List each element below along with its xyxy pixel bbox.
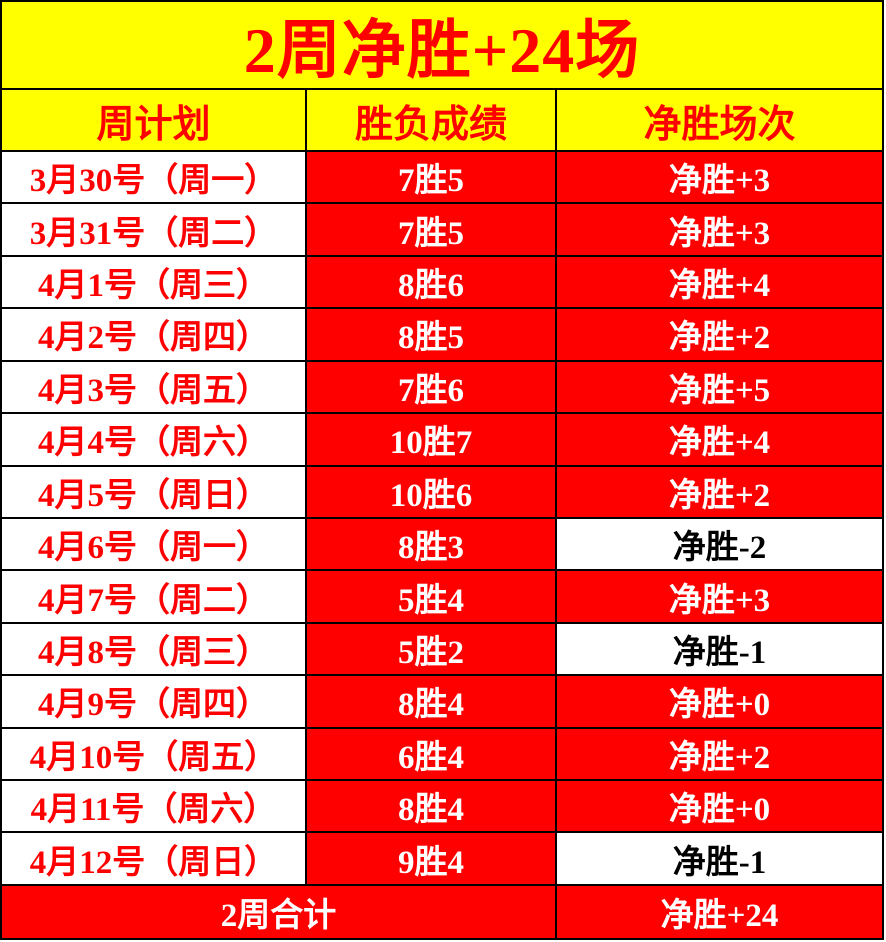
net-cell: 净胜+5 bbox=[557, 361, 882, 413]
column-header-score: 胜负成绩 bbox=[307, 90, 555, 150]
score-cell: 8胜3 bbox=[307, 518, 555, 570]
date-cell: 4月11号（周六） bbox=[2, 781, 305, 832]
net-cell: 净胜+2 bbox=[557, 466, 882, 517]
score-cell: 8胜5 bbox=[307, 309, 555, 360]
score-cell: 7胜5 bbox=[307, 204, 555, 255]
table-row: 3月30号（周一） 7胜5 净胜+3 bbox=[2, 152, 882, 203]
header-row: 周计划 胜负成绩 净胜场次 bbox=[2, 90, 882, 150]
score-cell: 8胜4 bbox=[307, 781, 555, 832]
score-cell: 10胜7 bbox=[307, 414, 555, 465]
column-header-plan: 周计划 bbox=[2, 90, 305, 150]
net-cell: 净胜-1 bbox=[557, 833, 882, 884]
column-header-net: 净胜场次 bbox=[557, 90, 882, 150]
net-cell: 净胜+0 bbox=[557, 781, 882, 832]
score-cell: 8胜4 bbox=[307, 676, 555, 727]
score-cell: 10胜6 bbox=[307, 466, 555, 517]
net-cell: 净胜-1 bbox=[557, 623, 882, 675]
date-cell: 4月6号（周一） bbox=[2, 518, 305, 570]
date-cell: 4月9号（周四） bbox=[2, 676, 305, 727]
date-cell: 4月2号（周四） bbox=[2, 309, 305, 360]
score-cell: 7胜6 bbox=[307, 361, 555, 413]
table-row: 4月11号（周六） 8胜4 净胜+0 bbox=[2, 781, 882, 832]
date-cell: 4月3号（周五） bbox=[2, 361, 305, 413]
net-cell: 净胜+3 bbox=[557, 204, 882, 255]
summary-net-cell: 净胜+24 bbox=[557, 885, 882, 938]
summary-label-cell: 2周合计 bbox=[2, 885, 555, 938]
table-row: 4月5号（周日） 10胜6 净胜+2 bbox=[2, 466, 882, 517]
net-cell: 净胜-2 bbox=[557, 518, 882, 570]
score-cell: 9胜4 bbox=[307, 833, 555, 884]
date-cell: 3月30号（周一） bbox=[2, 152, 305, 203]
date-cell: 4月7号（周二） bbox=[2, 571, 305, 622]
score-cell: 5胜4 bbox=[307, 571, 555, 622]
score-cell: 8胜6 bbox=[307, 256, 555, 308]
net-cell: 净胜+2 bbox=[557, 309, 882, 360]
table-row: 4月3号（周五） 7胜6 净胜+5 bbox=[2, 361, 882, 413]
date-cell: 4月8号（周三） bbox=[2, 623, 305, 675]
table-row: 4月9号（周四） 8胜4 净胜+0 bbox=[2, 676, 882, 727]
summary-row: 2周合计 净胜+24 bbox=[2, 885, 882, 938]
score-cell: 7胜5 bbox=[307, 152, 555, 203]
table-row: 4月6号（周一） 8胜3 净胜-2 bbox=[2, 518, 882, 570]
table-row: 4月1号（周三） 8胜6 净胜+4 bbox=[2, 256, 882, 308]
date-cell: 4月1号（周三） bbox=[2, 256, 305, 308]
net-cell: 净胜+3 bbox=[557, 571, 882, 622]
net-cell: 净胜+3 bbox=[557, 152, 882, 203]
table-row: 4月4号（周六） 10胜7 净胜+4 bbox=[2, 414, 882, 465]
date-cell: 4月10号（周五） bbox=[2, 728, 305, 780]
date-cell: 4月12号（周日） bbox=[2, 833, 305, 884]
table-row: 4月10号（周五） 6胜4 净胜+2 bbox=[2, 728, 882, 780]
table-row: 4月7号（周二） 5胜4 净胜+3 bbox=[2, 571, 882, 622]
table-row: 4月2号（周四） 8胜5 净胜+2 bbox=[2, 309, 882, 360]
score-cell: 6胜4 bbox=[307, 728, 555, 780]
table-row: 3月31号（周二） 7胜5 净胜+3 bbox=[2, 204, 882, 255]
table-row: 4月8号（周三） 5胜2 净胜-1 bbox=[2, 623, 882, 675]
date-cell: 4月5号（周日） bbox=[2, 466, 305, 517]
table-title: 2周净胜+24场 bbox=[2, 2, 882, 88]
net-cell: 净胜+0 bbox=[557, 676, 882, 727]
net-cell: 净胜+4 bbox=[557, 256, 882, 308]
date-cell: 3月31号（周二） bbox=[2, 204, 305, 255]
score-cell: 5胜2 bbox=[307, 623, 555, 675]
table-row: 4月12号（周日） 9胜4 净胜-1 bbox=[2, 833, 882, 884]
date-cell: 4月4号（周六） bbox=[2, 414, 305, 465]
net-cell: 净胜+2 bbox=[557, 728, 882, 780]
net-cell: 净胜+4 bbox=[557, 414, 882, 465]
